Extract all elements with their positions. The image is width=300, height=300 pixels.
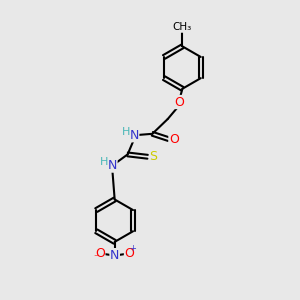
Text: ⁻: ⁻ [93,254,98,264]
Text: S: S [149,150,158,163]
Text: O: O [174,95,184,109]
Text: O: O [95,247,105,260]
Text: +: + [130,244,136,253]
Text: H: H [122,127,130,137]
Text: CH₃: CH₃ [173,22,192,32]
Text: N: N [108,159,117,172]
Text: O: O [169,133,179,146]
Text: H: H [100,157,108,167]
Text: N: N [129,129,139,142]
Text: O: O [124,247,134,260]
Text: N: N [110,249,119,262]
